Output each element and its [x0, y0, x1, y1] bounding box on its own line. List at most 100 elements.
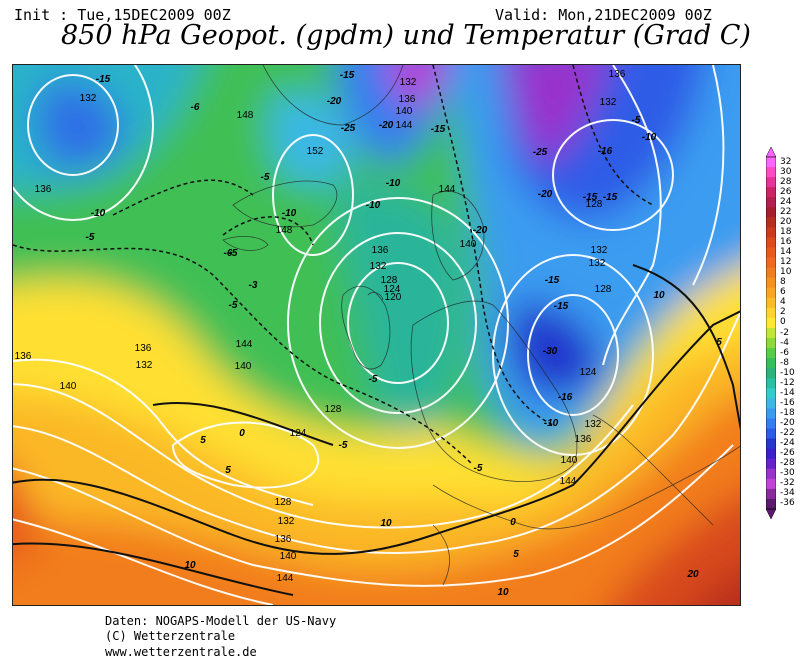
colorbar-top-arrow — [766, 147, 776, 158]
temperature-label: 0 — [239, 428, 245, 439]
temperature-label: 10 — [497, 587, 509, 598]
temperature-label: 5 — [200, 435, 206, 446]
colorbar-swatch — [766, 448, 776, 460]
colorbar-label: 24 — [780, 196, 792, 207]
temperature-label: 5 — [225, 465, 231, 476]
geopot-label: 136 — [372, 245, 389, 256]
geopot-label: 124 — [290, 428, 307, 439]
temperature-label: -20 — [327, 96, 342, 107]
temperature-label: -15 — [554, 301, 569, 312]
temperature-label: -16 — [558, 392, 573, 403]
colorbar-label: -18 — [780, 407, 795, 418]
colorbar-label: 14 — [780, 247, 792, 258]
credit-data-source: Daten: NOGAPS-Modell der US-Navy — [105, 614, 337, 628]
colorbar-label: -26 — [780, 448, 795, 459]
geopot-label: 144 — [396, 120, 413, 131]
colorbar-label: 20 — [780, 216, 792, 227]
colorbar-label: -34 — [780, 488, 795, 499]
geopot-label: 140 — [561, 455, 578, 466]
colorbar-swatch — [766, 388, 776, 399]
geopot-label: 132 — [278, 516, 295, 527]
geopot-label: 144 — [236, 339, 253, 350]
temperature-label: 5 — [716, 337, 722, 348]
geopot-label: 140 — [460, 239, 477, 250]
temperature-label: -20 — [538, 189, 553, 200]
temperature-label: 10 — [184, 560, 196, 571]
geopot-label: 144 — [560, 476, 577, 487]
colorbar-swatch — [766, 247, 776, 259]
temperature-label: 10 — [380, 518, 392, 529]
colorbar-label: 22 — [780, 206, 792, 217]
colorbar-swatch — [766, 297, 776, 309]
colorbar-label: -6 — [780, 347, 789, 358]
colorbar-swatch — [766, 478, 776, 490]
colorbar-swatch — [766, 197, 776, 208]
colorbar-swatch — [766, 157, 776, 168]
geopot-label: 128 — [325, 404, 342, 415]
geopot-label: 132 — [589, 258, 606, 269]
geopot-label: 144 — [277, 573, 294, 584]
colorbar-label: -20 — [780, 418, 795, 428]
colorbar-swatch — [766, 418, 776, 430]
temperature-label: -5 — [86, 232, 95, 243]
colorbar-label: -14 — [780, 387, 795, 398]
geopot-label: 132 — [585, 419, 602, 430]
temperature-label: 5 — [513, 549, 519, 560]
geopot-label: 128 — [586, 199, 603, 210]
colorbar-label: -2 — [780, 327, 789, 338]
colorbar-swatch — [766, 398, 776, 409]
colorbar-swatch — [766, 207, 776, 218]
geopot-label: 128 — [381, 275, 398, 286]
colorbar-swatch — [766, 428, 776, 440]
colorbar-swatch — [766, 167, 776, 178]
temperature-label: -10 — [544, 418, 559, 429]
colorbar-label: 30 — [780, 166, 792, 177]
colorbar-swatch — [766, 217, 776, 228]
colorbar-swatch — [766, 378, 776, 389]
temperature-label: -6 — [224, 248, 233, 259]
temperature-label: 20 — [686, 569, 699, 580]
temperature-label: -5 — [369, 374, 378, 385]
colorbar-swatch — [766, 438, 776, 450]
colorbar-swatch — [766, 317, 776, 329]
temperature-label: -25 — [341, 123, 356, 134]
colorbar-label: 10 — [780, 267, 792, 278]
colorbar-label: 32 — [780, 156, 792, 167]
init-time-label: Init : Tue,15DEC2009 00Z — [14, 6, 231, 24]
geopot-label: 136 — [35, 184, 52, 195]
colorbar-label: 26 — [780, 186, 792, 197]
colorbar-swatch — [766, 358, 776, 369]
temperature-label: -5 — [261, 172, 270, 183]
geopot-label: 132 — [400, 77, 417, 88]
colorbar-bottom-arrow — [766, 508, 776, 519]
geopot-label: 136 — [135, 343, 152, 354]
credit-copyright: (C) Wetterzentrale — [105, 629, 236, 643]
temperature-label: -30 — [543, 346, 558, 357]
colorbar-label: -16 — [780, 397, 795, 408]
colorbar-label: -36 — [780, 498, 795, 509]
colorbar-label: -22 — [780, 428, 795, 439]
temperature-label: -16 — [598, 146, 613, 157]
colorbar-label: -32 — [780, 478, 795, 489]
temperature-label: -5 — [229, 300, 238, 311]
colorbar-label: -4 — [780, 337, 789, 348]
temperature-label: -15 — [603, 192, 618, 203]
colorbar-label: 12 — [780, 257, 792, 268]
geopot-label: 136 — [15, 351, 32, 362]
geopot-label: 132 — [591, 245, 608, 256]
temperature-label: -10 — [91, 208, 106, 219]
colorbar-label: 0 — [780, 317, 786, 328]
temperature-label: -20 — [473, 225, 488, 236]
colorbar-swatch — [766, 307, 776, 319]
geopot-label: 144 — [439, 184, 456, 195]
geopot-label: 136 — [609, 69, 626, 80]
geopot-label: 128 — [595, 284, 612, 295]
colorbar-swatch — [766, 277, 776, 289]
temperature-label: -6 — [191, 102, 200, 113]
temperature-label: -5 — [229, 248, 238, 259]
colorbar-swatch — [766, 488, 776, 500]
colorbar-swatch — [766, 227, 776, 238]
geopot-label: 132 — [80, 93, 97, 104]
geopot-label: 136 — [275, 534, 292, 545]
temperature-label: -25 — [533, 147, 548, 158]
